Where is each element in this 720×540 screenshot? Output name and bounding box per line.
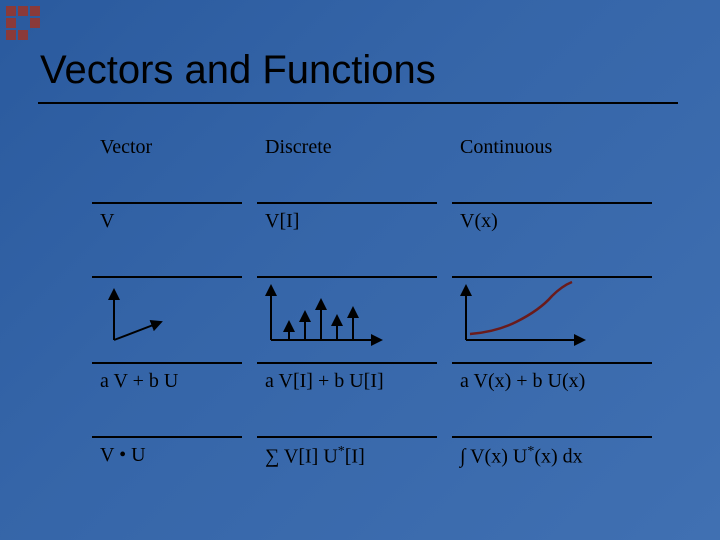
decor-square: [30, 6, 40, 16]
header-vector: Vector: [92, 130, 257, 165]
stem-plot-icon: [261, 280, 391, 354]
cell-vx: V(x): [452, 204, 652, 239]
decor-square: [6, 18, 16, 28]
table-graphics-row: [92, 278, 652, 364]
cell-dot: V • U: [92, 438, 257, 473]
discrete-graphic: [257, 278, 452, 290]
decor-square: [18, 6, 28, 16]
cell-vi: V[I]: [257, 204, 452, 239]
cell-linear: a V + b U: [92, 364, 257, 399]
decor-square: [6, 6, 16, 16]
cell-linear-cont: a V(x) + b U(x): [452, 364, 652, 399]
decor-square: [18, 30, 28, 40]
continuous-graphic: [452, 278, 652, 290]
cell-dot-discrete: ∑ V[I] U*[I]: [257, 438, 452, 475]
cell-linear-discrete: a V[I] + b U[I]: [257, 364, 452, 399]
table-row: a V + b U a V[I] + b U[I] a V(x) + b U(x…: [92, 364, 652, 438]
vector-graphic: [92, 278, 257, 290]
header-discrete: Discrete: [257, 130, 452, 165]
slide-title: Vectors and Functions: [40, 48, 436, 93]
cell-v: V: [92, 204, 257, 239]
cell-dot-cont: ∫ V(x) U*(x) dx: [452, 438, 652, 475]
decor-square: [30, 18, 40, 28]
decor-square: [6, 30, 16, 40]
title-underline: [38, 102, 678, 104]
header-continuous: Continuous: [452, 130, 652, 165]
comparison-table: Vector Discrete Continuous V V[I] V(x): [92, 130, 652, 512]
table-row: V V[I] V(x): [92, 204, 652, 278]
curve-icon: [456, 280, 596, 354]
arrows-icon: [96, 282, 196, 352]
table-row: V • U ∑ V[I] U*[I] ∫ V(x) U*(x) dx: [92, 438, 652, 512]
table-header-row: Vector Discrete Continuous: [92, 130, 652, 204]
